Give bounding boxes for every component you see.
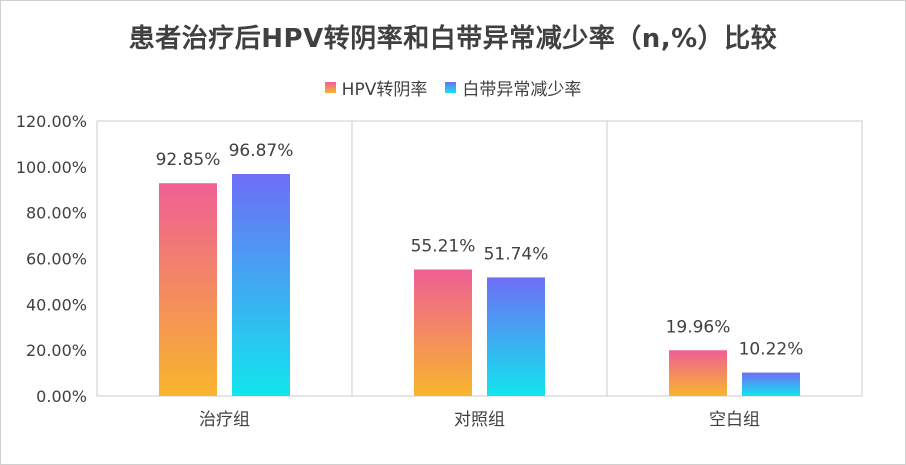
x-tick-label: 对照组: [454, 410, 505, 430]
bar: [159, 183, 217, 396]
data-label: 10.22%: [739, 340, 804, 360]
data-label: 96.87%: [229, 141, 294, 161]
y-tick-label: 40.00%: [26, 295, 87, 314]
bar: [232, 174, 290, 396]
x-tick-label: 空白组: [709, 410, 760, 430]
x-tick-label: 治疗组: [199, 410, 250, 430]
legend: HPV转阴率 白带异常减少率: [0, 75, 906, 100]
bar: [414, 269, 472, 396]
data-label: 92.85%: [156, 150, 221, 170]
legend-item-series-2[interactable]: 白带异常减少率: [445, 75, 581, 100]
bar: [742, 372, 800, 396]
legend-swatch-series-2: [445, 82, 457, 93]
legend-label-series-1: HPV转阴率: [341, 80, 428, 100]
legend-swatch-series-1: [324, 82, 336, 93]
data-label: 51.74%: [484, 244, 549, 264]
data-label: 55.21%: [411, 236, 476, 256]
y-tick-label: 60.00%: [26, 250, 87, 269]
data-label: 19.96%: [666, 317, 731, 337]
y-tick-label: 20.00%: [26, 341, 87, 360]
chart-title: 患者治疗后HPV转阴率和白带异常减少率（n,%）比较: [128, 24, 778, 54]
legend-item-series-1[interactable]: HPV转阴率: [324, 75, 428, 100]
y-tick-label: 120.00%: [16, 112, 87, 131]
bar: [669, 350, 727, 396]
bar: [487, 277, 545, 396]
y-tick-label: 0.00%: [36, 387, 87, 406]
legend-label-series-2: 白带异常减少率: [462, 80, 582, 100]
y-tick-label: 100.00%: [16, 158, 87, 177]
plot-area-border: [96, 120, 863, 397]
y-tick-label: 80.00%: [26, 204, 87, 223]
